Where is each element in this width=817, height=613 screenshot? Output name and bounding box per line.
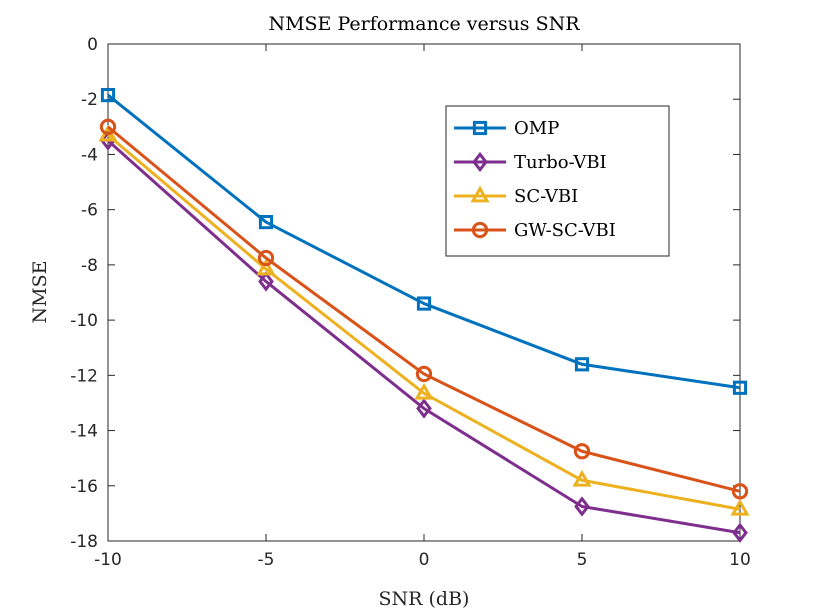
x-axis-label: SNR (dB) — [379, 588, 470, 610]
legend-marker — [471, 221, 489, 239]
legend-label: SC-VBI — [514, 186, 578, 207]
y-axis-label: NMSE — [29, 261, 51, 324]
x-tick-label: 0 — [419, 550, 430, 570]
legend-label: GW-SC-VBI — [514, 220, 616, 241]
data-point — [99, 118, 117, 135]
data-point — [258, 214, 274, 230]
series-omp — [100, 87, 748, 395]
legend-marker — [470, 185, 490, 203]
data-point — [416, 296, 432, 311]
x-tick-label: 5 — [577, 550, 588, 570]
data-point — [732, 522, 748, 543]
y-tick-label: -14 — [70, 422, 98, 442]
y-tick-label: -16 — [70, 477, 98, 497]
series-line — [107, 93, 741, 390]
data-point — [572, 469, 592, 487]
legend-item: GW-SC-VBI — [454, 220, 616, 241]
series-line — [107, 125, 741, 493]
data-point — [730, 498, 750, 516]
legend-item: SC-VBI — [454, 185, 578, 207]
y-tick-label: -18 — [70, 532, 98, 552]
data-point — [256, 258, 276, 276]
series-line — [107, 139, 741, 535]
x-tick-label: 10 — [729, 550, 751, 570]
series-gw-sc-vbi — [99, 118, 749, 500]
data-point — [100, 87, 116, 103]
x-tick-label: -10 — [94, 550, 122, 570]
legend-label: OMP — [514, 118, 559, 139]
data-point — [258, 271, 274, 292]
data-point — [574, 357, 590, 372]
y-tick-label: 0 — [87, 35, 98, 55]
data-point — [415, 365, 433, 383]
data-point — [573, 443, 591, 460]
data-point — [731, 483, 749, 500]
y-tick-label: -10 — [70, 311, 98, 331]
y-tick-label: -8 — [81, 256, 98, 276]
legend-item: OMP — [454, 118, 559, 139]
y-tick-label: -6 — [81, 201, 98, 221]
legend-item: Turbo-VBI — [454, 151, 607, 173]
chart-title: NMSE Performance versus SNR — [268, 13, 580, 35]
legend-label: Turbo-VBI — [514, 152, 607, 173]
data-point — [414, 382, 434, 400]
data-point — [416, 398, 432, 419]
y-tick-label: -2 — [81, 90, 98, 110]
series-line — [107, 133, 741, 511]
data-point — [257, 249, 275, 267]
data-point — [574, 496, 590, 517]
series-layer — [98, 87, 750, 543]
legend-marker — [472, 120, 488, 136]
y-tick-label: -4 — [81, 145, 98, 165]
legend: OMP Turbo-VBI SC-VBI GW-SC-VBI — [445, 105, 670, 257]
data-point — [732, 380, 748, 395]
y-tick-label: -12 — [70, 366, 98, 386]
x-tick-label: -5 — [258, 550, 275, 570]
legend-marker — [472, 151, 488, 173]
